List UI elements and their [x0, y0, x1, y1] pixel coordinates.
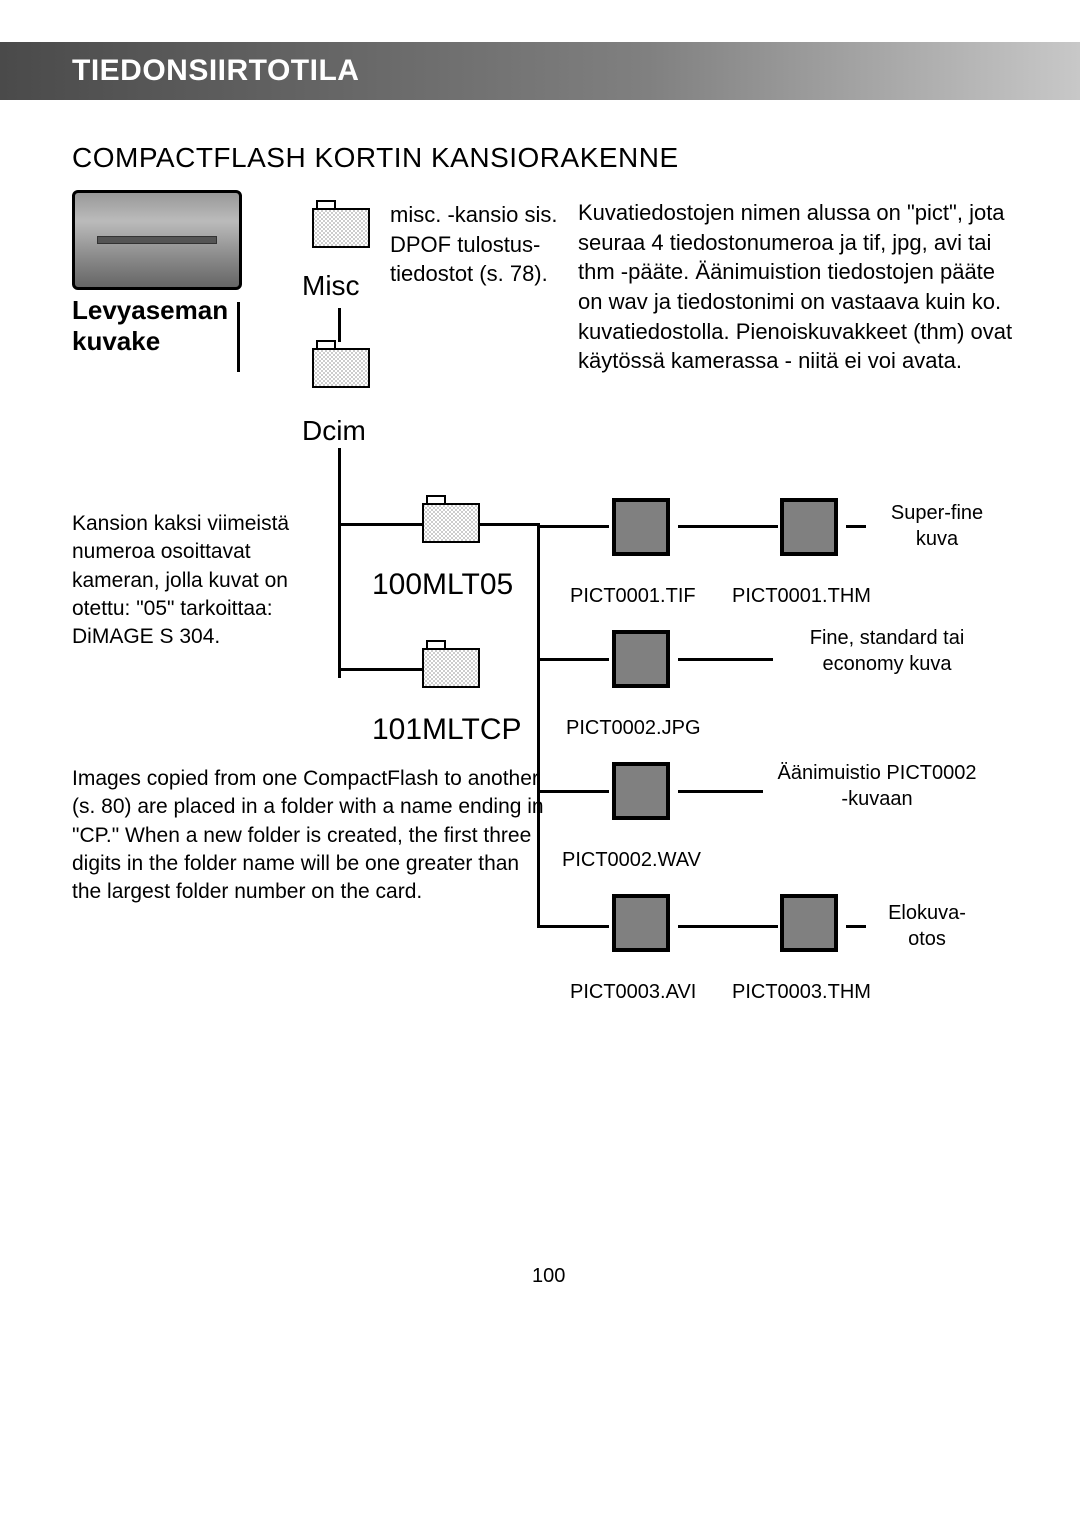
connector-line	[537, 525, 609, 528]
connector-line	[338, 448, 341, 678]
header-title: TIEDONSIIRTOTILA	[72, 54, 359, 88]
copy-note-text: Images copied from one CompactFlash to a…	[72, 765, 552, 907]
file-pict0001-tif-label: PICT0001.TIF	[570, 585, 696, 608]
file-pict0002-wav-icon	[612, 762, 670, 820]
drive-icon	[72, 190, 242, 290]
file-pict0003-thm-icon	[780, 894, 838, 952]
subtitle: COMPACTFLASH KORTIN KANSIORAKENNE	[72, 142, 679, 174]
connector-line	[237, 302, 240, 372]
connector-line	[537, 925, 609, 928]
connector-line	[338, 523, 423, 526]
connector-line	[338, 668, 423, 671]
movie-label: Elokuva-otos	[872, 900, 982, 952]
dcim-folder-icon	[312, 340, 370, 388]
connector-line	[338, 308, 341, 342]
file-pict0003-avi-label: PICT0003.AVI	[570, 981, 696, 1004]
connector-line	[846, 525, 866, 528]
connector-line	[480, 523, 540, 526]
audio-label: Äänimuistio PICT0002 -kuvaan	[772, 760, 982, 812]
drive-slot	[97, 236, 217, 244]
drive-label: Levyaseman kuvake	[72, 295, 272, 357]
folder-101-label: 101MLTCP	[372, 713, 522, 747]
main-right-text: Kuvatiedostojen nimen alussa on "pict", …	[578, 198, 1018, 376]
misc-folder-icon	[312, 200, 370, 248]
connector-line	[537, 523, 540, 928]
file-pict0001-thm-label: PICT0001.THM	[732, 585, 871, 608]
folder-101-icon	[422, 640, 480, 688]
superfine-label: Super-fine kuva	[872, 500, 1002, 552]
connector-line	[537, 658, 609, 661]
folder-100-icon	[422, 495, 480, 543]
file-pict0002-jpg-icon	[612, 630, 670, 688]
file-pict0003-thm-label: PICT0003.THM	[732, 981, 871, 1004]
connector-line	[846, 925, 866, 928]
folder-note-text: Kansion kaksi viimeistä numeroa osoittav…	[72, 510, 332, 652]
misc-folder-label: Misc	[302, 270, 360, 302]
connector-line	[678, 790, 763, 793]
diagram-content: Levyaseman kuvake Misc Dcim 100MLT05 101…	[72, 190, 1008, 1190]
connector-line	[537, 790, 609, 793]
finestd-label: Fine, standard tai economy kuva	[782, 625, 992, 677]
misc-desc-text: misc. -kansio sis. DPOF tulostus-tiedost…	[390, 200, 560, 289]
file-pict0001-thm-icon	[780, 498, 838, 556]
file-pict0001-tif-icon	[612, 498, 670, 556]
connector-line	[678, 925, 778, 928]
file-pict0002-wav-label: PICT0002.WAV	[562, 849, 701, 872]
dcim-folder-label: Dcim	[302, 415, 366, 447]
file-pict0002-jpg-label: PICT0002.JPG	[566, 717, 701, 740]
connector-line	[678, 525, 778, 528]
connector-line	[678, 658, 773, 661]
folder-100-label: 100MLT05	[372, 568, 513, 602]
file-pict0003-avi-icon	[612, 894, 670, 952]
page-number: 100	[532, 1265, 565, 1288]
header-bar: TIEDONSIIRTOTILA	[0, 42, 1080, 100]
